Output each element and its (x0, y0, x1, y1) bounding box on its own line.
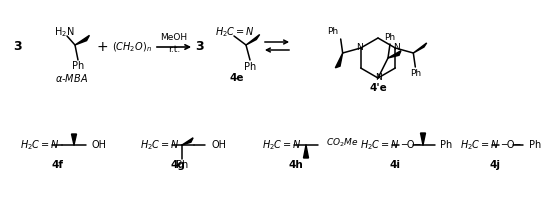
Polygon shape (72, 134, 76, 145)
Text: N: N (393, 43, 400, 53)
Polygon shape (413, 43, 427, 53)
Text: 4g: 4g (170, 160, 185, 170)
Text: 4e: 4e (230, 73, 244, 83)
Text: $CO_2Me$: $CO_2Me$ (326, 137, 359, 149)
Text: r.t.: r.t. (168, 46, 180, 54)
Text: 3: 3 (196, 41, 204, 54)
Text: $H_2C{=}N$: $H_2C{=}N$ (140, 138, 180, 152)
Text: Ph: Ph (410, 69, 421, 78)
Text: 4'e: 4'e (369, 83, 387, 93)
Text: Ph: Ph (176, 160, 188, 170)
Text: ─O─: ─O─ (501, 140, 520, 150)
Text: $\alpha$-MBA: $\alpha$-MBA (56, 72, 89, 84)
Text: $H_2C{=}N$: $H_2C{=}N$ (360, 138, 400, 152)
Text: $\mathregular{H_2N}$: $\mathregular{H_2N}$ (54, 25, 74, 39)
Text: Ph: Ph (72, 61, 84, 71)
Text: +: + (96, 40, 108, 54)
Text: Ph: Ph (440, 140, 452, 150)
Polygon shape (304, 145, 309, 158)
Text: Ph: Ph (384, 32, 395, 42)
Text: ─O─: ─O─ (401, 140, 420, 150)
Text: Ph: Ph (529, 140, 541, 150)
Text: N: N (356, 43, 363, 53)
Text: $H_2C{=}N$: $H_2C{=}N$ (460, 138, 500, 152)
Polygon shape (182, 138, 193, 145)
Text: 4f: 4f (52, 160, 64, 170)
Text: Ph: Ph (328, 27, 339, 37)
Polygon shape (388, 51, 401, 58)
Text: 4h: 4h (289, 160, 304, 170)
Text: $H_2C{=}N$: $H_2C{=}N$ (20, 138, 60, 152)
Text: $H_2C{=}N$: $H_2C{=}N$ (262, 138, 302, 152)
Text: 4j: 4j (490, 160, 500, 170)
Text: MeOH: MeOH (161, 32, 188, 42)
Text: OH: OH (92, 140, 107, 150)
Polygon shape (246, 35, 260, 45)
Text: $H_2C{=}N$: $H_2C{=}N$ (215, 25, 255, 39)
Text: 3: 3 (14, 41, 23, 54)
Text: N: N (375, 73, 381, 83)
Polygon shape (75, 35, 90, 45)
Text: OH: OH (211, 140, 226, 150)
Text: Ph: Ph (244, 62, 256, 72)
Polygon shape (336, 53, 343, 68)
Text: 4i: 4i (389, 160, 400, 170)
Polygon shape (421, 133, 426, 145)
Text: $(CH_2O)_n$: $(CH_2O)_n$ (112, 40, 152, 54)
